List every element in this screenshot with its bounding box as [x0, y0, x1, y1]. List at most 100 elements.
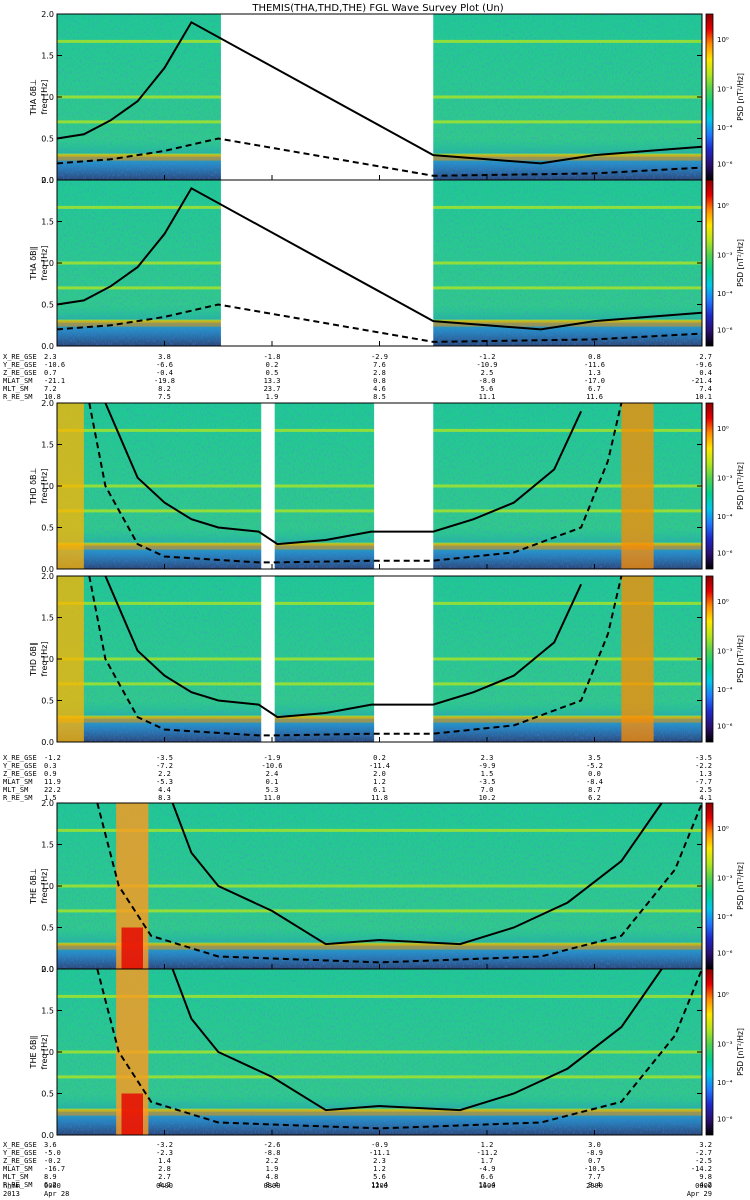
figure-title: THEMIS(THA,THD,THE) FGL Wave Survey Plot… — [251, 3, 503, 14]
time-value: 1200 — [371, 1182, 388, 1190]
ephemeris-value: 2.5 — [699, 786, 712, 794]
ephemeris-value: 11.8 — [371, 794, 388, 802]
ephemeris-value: 1.5 — [44, 794, 57, 802]
ephemeris-value: -8.4 — [586, 778, 603, 786]
y-tick-label: 2.0 — [41, 399, 54, 408]
time-value: Apr 28 — [44, 1190, 69, 1198]
y-tick-label: 0.5 — [41, 924, 54, 933]
data-gap — [261, 403, 275, 569]
ephemeris-value: 2.4 — [266, 770, 279, 778]
solid-frequency-line — [171, 968, 663, 1112]
ephemeris-value: 6.7 — [588, 385, 601, 393]
ephemeris-value: -2.9 — [371, 353, 388, 361]
ephemeris-value: -2.3 — [156, 1149, 173, 1157]
time-value: 2000 — [586, 1182, 603, 1190]
colorbar-label: PSD [nT²/Hz] — [736, 862, 745, 910]
ephemeris-value: 0.5 — [266, 369, 279, 377]
ephemeris-value: -1.9 — [264, 754, 281, 762]
ephemeris-value: -1.2 — [44, 754, 61, 762]
y-tick-label: 1.5 — [41, 1007, 54, 1016]
ephemeris-value: 0.0 — [588, 770, 601, 778]
colorbar-tick-label: 10⁰ — [717, 991, 729, 999]
colorbar-label: PSD [nT²/Hz] — [736, 73, 745, 121]
ephemeris-value: 11.1 — [479, 393, 496, 401]
ephemeris-row-label: MLT_SM — [3, 786, 28, 794]
colorbar-tick-label: 10⁻⁴ — [717, 513, 733, 521]
colorbar-tick-label: 10⁰ — [717, 202, 729, 210]
colorbar-tick-label: 10⁰ — [717, 36, 729, 44]
solid-frequency-line — [104, 402, 583, 546]
colorbar — [705, 968, 714, 1136]
ephemeris-value: 2.3 — [481, 754, 494, 762]
ephemeris-value: -8.0 — [479, 377, 496, 385]
ephemeris-value: -3.5 — [156, 754, 173, 762]
solid-frequency-line — [104, 575, 583, 719]
ephemeris-value: 2.3 — [373, 1157, 386, 1165]
dashed-frequency-line — [96, 802, 703, 964]
ephemeris-row-label: MLT_SM — [3, 385, 28, 393]
low-frequency-band — [57, 943, 702, 950]
ephemeris-value: 0.8 — [588, 353, 601, 361]
ephemeris-value: 4.4 — [158, 786, 171, 794]
colorbar — [705, 402, 714, 570]
panel-label: THD δB⊥ — [29, 467, 38, 505]
panel-label: THA δB⊥ — [29, 79, 38, 116]
colorbar-tick-label: 10⁻³ — [717, 875, 733, 883]
ephemeris-value: 1.2 — [373, 1165, 386, 1173]
harmonic-band — [57, 1075, 702, 1079]
ephemeris-value: 2.0 — [373, 770, 386, 778]
ephemeris-value: 23.7 — [264, 385, 281, 393]
colorbar-tick-label: 10⁻⁴ — [717, 1079, 733, 1087]
ephemeris-value: -7.2 — [156, 762, 173, 770]
ephemeris-row-label: MLT_SM — [3, 1173, 28, 1181]
colorbar-tick-label: 10⁰ — [717, 598, 729, 606]
y-tick-label: 2.0 — [41, 965, 54, 974]
ephemeris-value: 9.8 — [699, 1173, 712, 1181]
ephemeris-value: 11.6 — [586, 393, 603, 401]
panel-label: THD δB∥ — [29, 642, 38, 677]
ephemeris-value: 22.2 — [44, 786, 61, 794]
ephemeris-row-label: R_RE_SM — [3, 1181, 33, 1189]
ephemeris-row-label: MLAT_SM — [3, 1165, 33, 1173]
dashed-frequency-line — [96, 968, 703, 1130]
y-tick-label: 1.0 — [41, 482, 54, 491]
ephemeris-value: -5.2 — [586, 762, 603, 770]
colorbar-tick-label: 10⁻⁶ — [717, 160, 733, 168]
dashed-frequency-line — [88, 402, 623, 564]
ephemeris-value: -4.9 — [479, 1165, 496, 1173]
colorbar-tick-label: 10⁻⁴ — [717, 686, 733, 694]
intense-core — [121, 1093, 143, 1135]
ephemeris-row-label: R_RE_SM — [3, 794, 33, 802]
ephemeris-value: -16.7 — [44, 1165, 65, 1173]
y-tick-label: 1.5 — [41, 52, 54, 61]
panel-label: THE δB⊥ — [29, 868, 38, 905]
solid-frequency-line — [56, 186, 703, 331]
y-tick-label: 1.0 — [41, 93, 54, 102]
ephemeris-value: 1.2 — [373, 778, 386, 786]
y-tick-label: 0.0 — [41, 1131, 54, 1140]
ephemeris-row-label: MLAT_SM — [3, 377, 33, 385]
colorbar-tick-label: 10⁻⁴ — [717, 124, 733, 132]
ephemeris-value: -9.6 — [695, 361, 712, 369]
ephemeris-value: 3.2 — [699, 1141, 712, 1149]
ephemeris-value: 5.6 — [373, 1173, 386, 1181]
intense-column — [621, 403, 654, 569]
ephemeris-value: 1.4 — [158, 1157, 171, 1165]
ephemeris-value: 1.9 — [266, 393, 279, 401]
ephemeris-value: -6.6 — [156, 361, 173, 369]
colorbar-label: PSD [nT²/Hz] — [736, 462, 745, 510]
time-value: 0000 — [695, 1182, 712, 1190]
time-value: 0800 — [264, 1182, 281, 1190]
ephemeris-value: 3.8 — [158, 353, 171, 361]
ephemeris-value: -0.4 — [156, 369, 173, 377]
ephemeris-value: 1.9 — [266, 1165, 279, 1173]
ephemeris-value: 9.4 — [588, 1181, 601, 1189]
ephemeris-value: -2.2 — [695, 762, 712, 770]
spectrogram-panel: 2.0 1.5 1.0 0.5 0.0 THE δB⊥ freq [Hz] 10⁰ 10⁻³ 10… — [29, 799, 745, 974]
ephemeris-row-label: Y_RE_GSE — [3, 361, 37, 369]
ephemeris-row-label: Y_RE_GSE — [3, 762, 37, 770]
ephemeris-value: 11.0 — [264, 794, 281, 802]
ephemeris-value: -10.5 — [584, 1165, 605, 1173]
ephemeris-value: 7.5 — [158, 393, 171, 401]
